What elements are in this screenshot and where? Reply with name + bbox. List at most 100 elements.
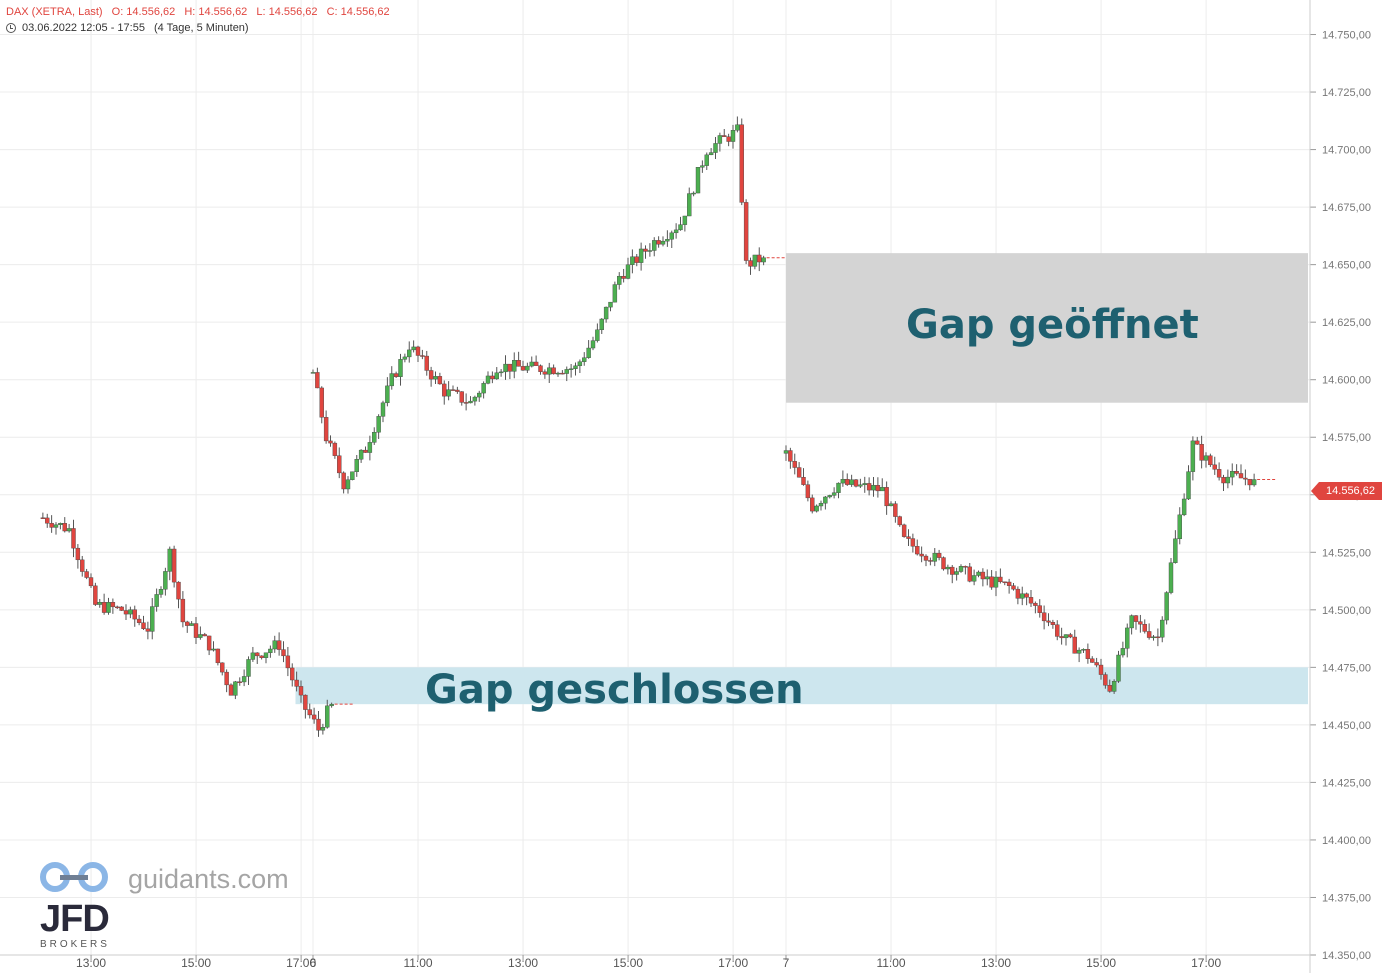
jfd-brokers-label: BROKERS [40, 939, 110, 950]
candle-body [660, 240, 666, 245]
candle-body [647, 250, 653, 252]
candle-body [337, 455, 342, 474]
candle-body [477, 392, 482, 398]
candle-body [1116, 654, 1121, 682]
candle-body [49, 523, 54, 528]
period-header: 03.06.2022 12:05 - 17:55 (4 Tage, 5 Minu… [6, 22, 255, 34]
candle-body [845, 479, 850, 485]
candle-body [1138, 621, 1143, 625]
candle-body [884, 487, 889, 507]
candle-body [437, 376, 443, 385]
candle-body [849, 479, 854, 485]
candle-body [682, 215, 688, 225]
range-info-label: (4 Tage, 5 Minuten) [154, 22, 249, 34]
grid [0, 0, 1310, 956]
candle-body [577, 361, 583, 367]
candle-body [630, 256, 635, 265]
candle-body [398, 359, 403, 377]
period-label: 03.06.2022 12:05 - 17:55 [22, 22, 145, 34]
y-tick-label: 14.350,00 [1322, 950, 1371, 962]
candle-body [363, 449, 368, 453]
candle-body [88, 577, 94, 587]
candle-body [901, 524, 907, 537]
candle-body [294, 679, 299, 687]
candle-body [1072, 636, 1077, 654]
candle-body [420, 355, 425, 357]
candle-body [1015, 588, 1021, 599]
candle-body [198, 634, 203, 638]
candle-body [1006, 581, 1012, 586]
candle-body [215, 648, 221, 664]
candle-body [507, 363, 513, 372]
candle-body [315, 372, 320, 389]
candle-body [272, 640, 277, 650]
candle-body [428, 370, 434, 380]
candle-body [625, 264, 631, 279]
candle-body [695, 167, 701, 194]
candle-body [520, 366, 526, 371]
candle-body [136, 618, 142, 623]
close-value: C: 14.556,62 [326, 6, 390, 18]
candle-body [941, 557, 946, 570]
candle-body [106, 602, 111, 613]
candle-body [1199, 444, 1204, 461]
candle-body [84, 571, 89, 578]
candle-body [1234, 471, 1239, 474]
candle-body [380, 402, 386, 417]
candle-body [814, 505, 819, 512]
candle-body [237, 681, 242, 683]
candle-body [1120, 648, 1126, 656]
candle-body [989, 576, 994, 588]
candle-body [1181, 498, 1187, 516]
candle-body [726, 136, 731, 142]
candle-body [354, 459, 359, 472]
candle-body [246, 659, 251, 677]
candle-body [180, 598, 186, 623]
candle-body [880, 487, 885, 492]
candle-body [463, 402, 469, 404]
candle-body [498, 371, 504, 374]
candle-body [788, 450, 793, 462]
candle-body [411, 346, 416, 351]
y-tick-label: 14.450,00 [1322, 720, 1371, 732]
candle-body [792, 461, 797, 468]
candle-body [472, 396, 478, 402]
y-tick-label: 14.425,00 [1322, 777, 1371, 789]
candle-body [858, 484, 863, 487]
y-tick-label: 14.575,00 [1322, 432, 1371, 444]
candle-body [1076, 649, 1082, 654]
candle-body [255, 652, 260, 657]
candle-body [950, 566, 955, 575]
candle-body [595, 329, 600, 341]
jfd-logo: JFD [40, 898, 110, 940]
candle-body [897, 516, 902, 526]
candle-body [713, 143, 718, 153]
candle-body [220, 662, 225, 673]
candle-body [691, 192, 696, 195]
candle-body [923, 555, 929, 561]
x-tick-label: 15:00 [181, 956, 211, 970]
candle-body [1020, 593, 1025, 599]
candle-body [512, 360, 517, 372]
candle-body [757, 254, 762, 263]
candle-body [1098, 664, 1104, 675]
candle-body [415, 346, 421, 356]
candle-body [450, 389, 456, 391]
candle-body [936, 552, 942, 558]
candle-body [503, 363, 508, 373]
candle-body [298, 686, 304, 696]
candle-body [290, 667, 295, 681]
candle-body [424, 355, 429, 371]
candle-body [323, 417, 329, 442]
candle-body [748, 260, 753, 267]
candle-body [1142, 624, 1147, 632]
candle-body [1243, 477, 1248, 480]
candle-body [58, 523, 63, 525]
candle-body [1090, 658, 1095, 663]
candle-body [866, 483, 872, 491]
candle-body [954, 571, 959, 575]
candle-body [945, 566, 951, 570]
candle-body [433, 376, 438, 380]
candle-body [963, 566, 968, 568]
candle-body [910, 538, 916, 547]
